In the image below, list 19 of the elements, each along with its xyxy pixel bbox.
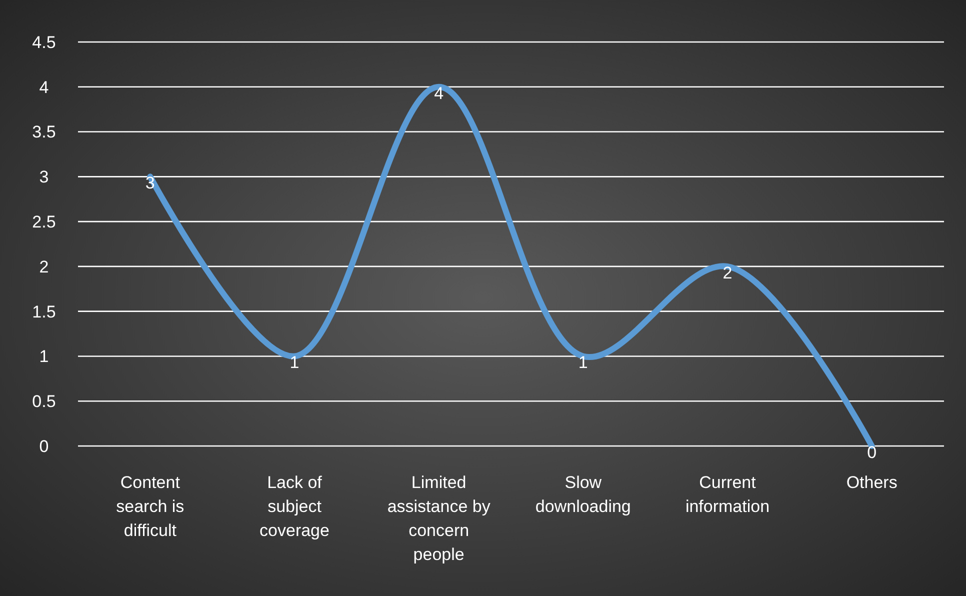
- x-tick-label: Slow downloading: [535, 473, 631, 516]
- data-label: 1: [290, 353, 300, 372]
- x-tick-label: Others: [846, 473, 898, 492]
- y-tick-label: 1.5: [32, 302, 56, 322]
- data-label: 0: [867, 442, 877, 462]
- y-tick-label: 3.5: [32, 122, 56, 142]
- y-tick-label: 3: [39, 168, 49, 187]
- y-tick-label: 4.5: [32, 32, 56, 52]
- y-tick-label: 0: [39, 436, 49, 456]
- y-tick-label: 4: [39, 78, 49, 97]
- data-label: 1: [578, 353, 588, 372]
- y-tick-label: 0.5: [32, 392, 56, 412]
- x-tick-label: Limited assistance by concern people: [387, 473, 491, 564]
- x-tick-label: Current information: [685, 473, 770, 516]
- x-tick-label: Content search is difficult: [116, 473, 184, 540]
- y-tick-label: 2.5: [32, 212, 56, 232]
- y-tick-label: 1: [39, 347, 49, 366]
- x-tick-label: Lack of subject coverage: [260, 473, 330, 540]
- y-tick-label: 2: [39, 257, 49, 276]
